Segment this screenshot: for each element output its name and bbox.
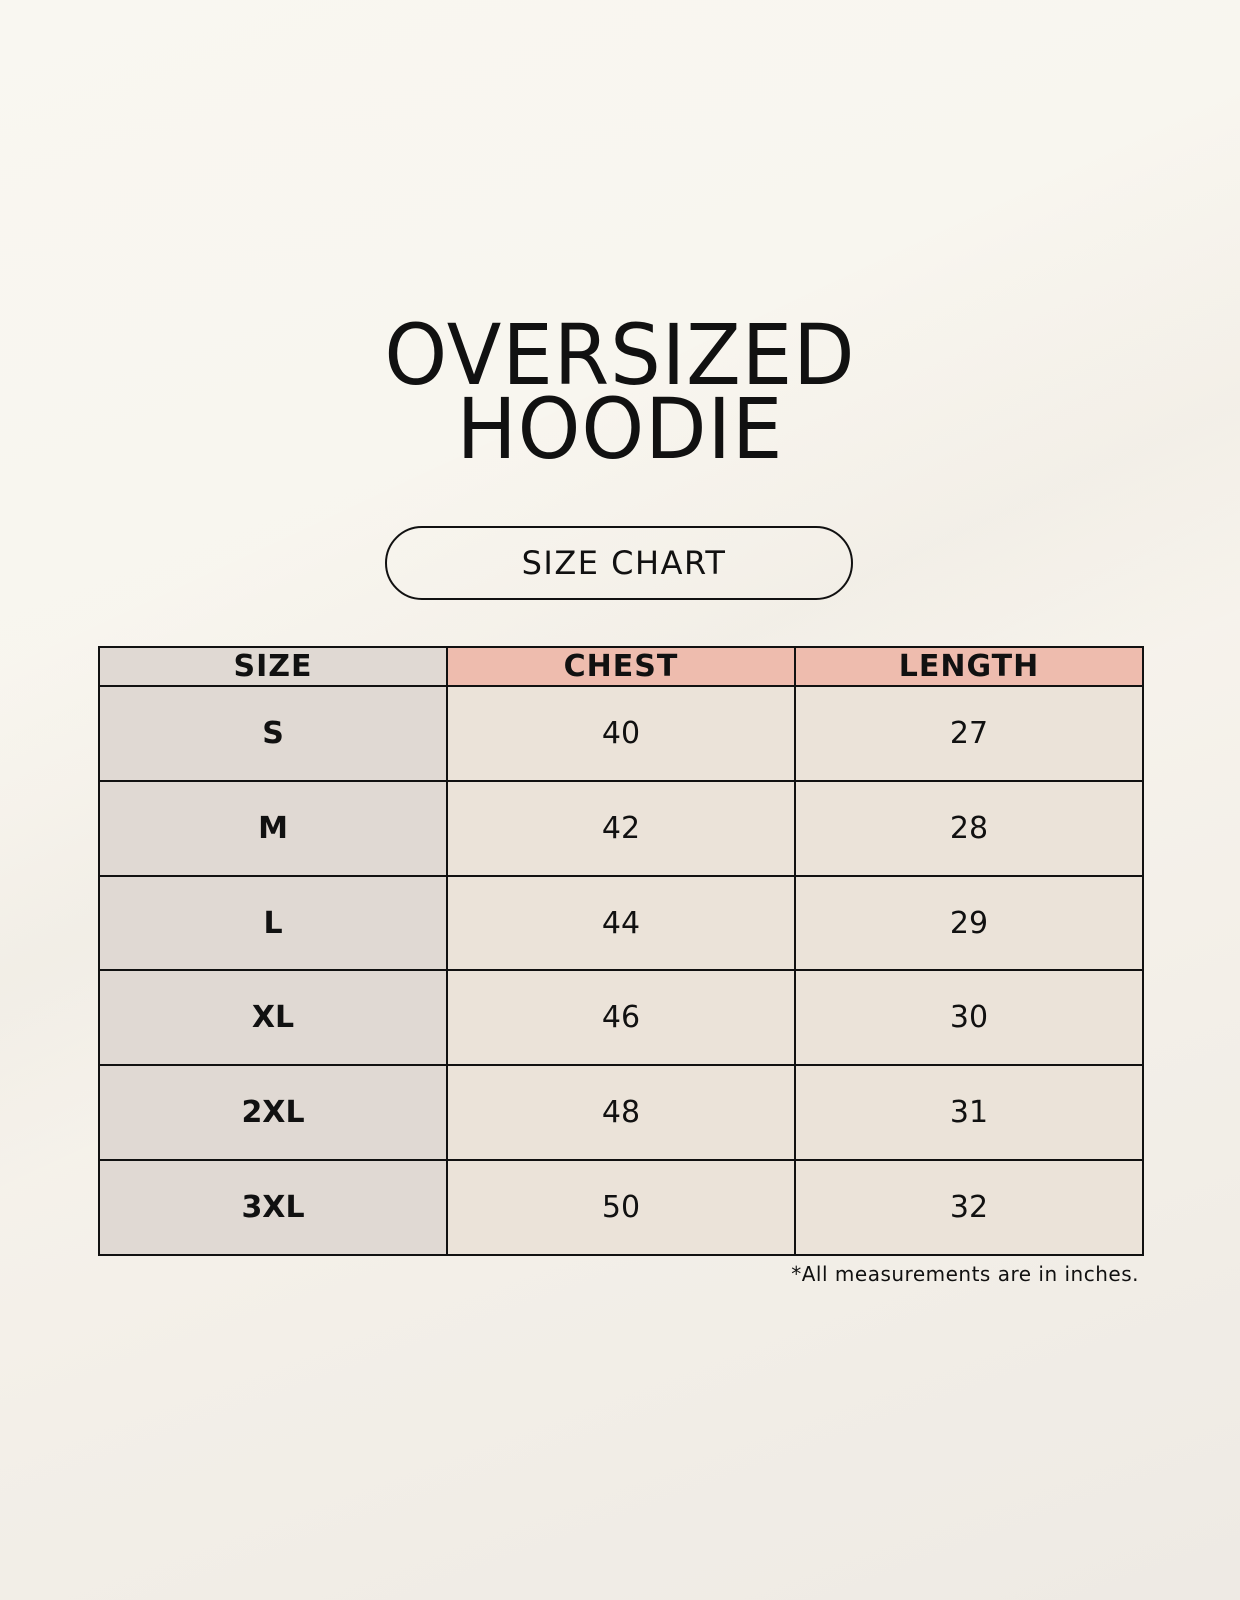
table-row: 3XL 50 32 <box>98 1159 1144 1256</box>
table-row: M 42 28 <box>98 779 1144 877</box>
cell-size: M <box>98 779 448 877</box>
table-row: L 44 29 <box>98 874 1144 972</box>
cell-size: L <box>98 874 448 972</box>
cell-size: XL <box>98 969 448 1067</box>
table-row: 2XL 48 31 <box>98 1064 1144 1162</box>
title-line-2: HOODIE <box>456 380 784 478</box>
size-chart-label: SIZE CHART <box>385 526 853 600</box>
cell-length: 28 <box>794 779 1144 877</box>
header-size: SIZE <box>98 646 448 687</box>
cell-length: 29 <box>794 874 1144 972</box>
cell-size: 2XL <box>98 1064 448 1162</box>
cell-chest: 42 <box>446 779 796 877</box>
cell-size: S <box>98 685 448 782</box>
cell-length: 31 <box>794 1064 1144 1162</box>
cell-chest: 48 <box>446 1064 796 1162</box>
table-header-row: SIZE CHEST LENGTH <box>98 646 1144 687</box>
cell-size: 3XL <box>98 1159 448 1256</box>
cell-chest: 50 <box>446 1159 796 1256</box>
cell-chest: 44 <box>446 874 796 972</box>
page-title: OVERSIZED HOODIE <box>31 306 1209 478</box>
cell-chest: 40 <box>446 685 796 782</box>
measurement-note: *All measurements are in inches. <box>791 1262 1139 1286</box>
cell-length: 27 <box>794 685 1144 782</box>
header-chest: CHEST <box>446 646 796 687</box>
cell-length: 32 <box>794 1159 1144 1256</box>
header-length: LENGTH <box>794 646 1144 687</box>
table-row: S 40 27 <box>98 685 1144 782</box>
size-table: SIZE CHEST LENGTH S 40 27 M 42 28 L 44 29 XL 46 30 2… <box>98 646 1144 1256</box>
cell-length: 30 <box>794 969 1144 1067</box>
table-row: XL 46 30 <box>98 969 1144 1067</box>
cell-chest: 46 <box>446 969 796 1067</box>
title-line-1: OVERSIZED <box>384 306 856 404</box>
